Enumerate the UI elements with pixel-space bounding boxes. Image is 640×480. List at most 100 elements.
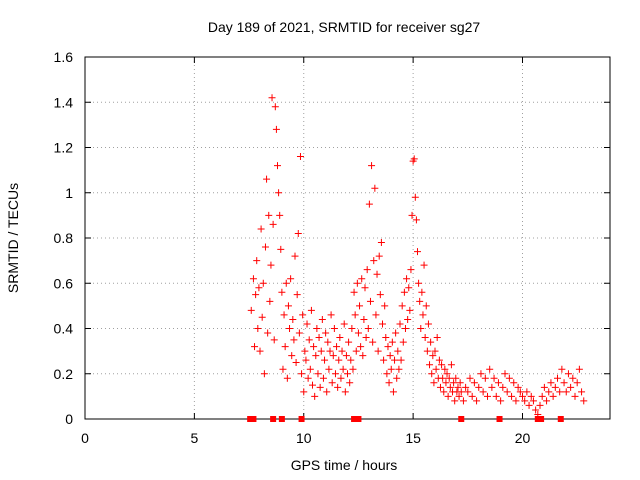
gap-markers (247, 416, 564, 422)
data-point (290, 336, 298, 344)
data-point (253, 257, 261, 265)
data-point (251, 343, 259, 351)
data-point (545, 388, 553, 396)
axis-ticks (84, 56, 610, 420)
data-point (445, 374, 453, 382)
data-point (247, 306, 255, 314)
data-point (302, 356, 310, 364)
data-point (510, 379, 518, 387)
x-tick-label: 20 (515, 430, 531, 446)
data-point (450, 379, 458, 387)
y-tick-label: 0 (65, 411, 73, 427)
data-point (366, 297, 374, 305)
data-point (311, 392, 319, 400)
gap-marker (250, 416, 257, 422)
data-point (280, 311, 288, 319)
data-point (289, 315, 297, 323)
data-point (331, 370, 339, 378)
data-point (357, 343, 365, 351)
data-point (356, 302, 364, 310)
data-point (497, 397, 505, 405)
data-point (392, 329, 400, 337)
data-point (326, 347, 334, 355)
data-point (360, 315, 368, 323)
data-point (301, 347, 309, 355)
data-point (270, 336, 278, 344)
x-axis-label: GPS time / hours (291, 457, 398, 473)
y-axis-label: SRMTID / TECUs (5, 183, 21, 293)
data-point (466, 374, 474, 382)
data-point (312, 352, 320, 360)
data-point (454, 383, 462, 391)
data-point (264, 329, 272, 337)
data-point (369, 338, 377, 346)
data-point (342, 352, 350, 360)
data-point (394, 347, 402, 355)
y-tick-label: 1.6 (54, 49, 74, 65)
data-point (424, 320, 432, 328)
data-point (295, 329, 303, 337)
data-point (284, 302, 292, 310)
data-point (578, 388, 586, 396)
y-tick-label: 1.4 (54, 94, 74, 110)
data-point (401, 325, 409, 332)
data-point (538, 392, 546, 400)
data-point (432, 365, 440, 373)
data-point (255, 284, 263, 292)
data-point (442, 379, 450, 387)
data-point (519, 392, 526, 400)
data-point (325, 365, 333, 373)
data-point (268, 94, 276, 102)
data-point (303, 320, 311, 328)
data-point (428, 370, 436, 378)
data-point (508, 392, 516, 400)
data-point (259, 279, 267, 287)
data-point (272, 125, 280, 133)
data-point (310, 343, 318, 351)
data-point (395, 365, 403, 373)
data-point (571, 392, 579, 400)
data-point (567, 383, 575, 391)
data-point (265, 211, 273, 219)
y-tick-label: 0.8 (54, 230, 74, 246)
data-point (304, 374, 312, 382)
data-point (330, 325, 338, 332)
data-point (318, 315, 326, 323)
y-tick-label: 0.4 (54, 321, 74, 337)
data-point (540, 383, 548, 391)
data-point (547, 379, 555, 387)
data-point (351, 311, 359, 319)
data-point (348, 325, 356, 332)
data-point (336, 334, 344, 342)
data-point (349, 365, 357, 373)
data-point (324, 338, 332, 346)
data-point (252, 291, 260, 299)
data-point (266, 297, 274, 305)
data-point (258, 313, 266, 321)
data-point (254, 325, 262, 332)
data-point (314, 370, 322, 378)
data-point (277, 245, 285, 253)
data-point (298, 370, 306, 378)
data-point (421, 334, 429, 342)
data-point (494, 379, 502, 387)
data-point (556, 388, 564, 396)
data-point (549, 392, 557, 400)
x-tick-label: 10 (296, 430, 312, 446)
y-tick-label: 1 (65, 185, 73, 201)
data-point (353, 279, 361, 287)
data-point (276, 211, 284, 219)
data-point (316, 383, 324, 391)
data-point (543, 397, 551, 405)
data-point (516, 388, 524, 396)
data-point (523, 388, 531, 396)
data-point (269, 220, 277, 228)
data-point (455, 392, 463, 400)
data-point (380, 356, 388, 364)
data-point (452, 374, 460, 382)
gap-marker (458, 416, 465, 422)
data-point (499, 383, 507, 391)
data-point (501, 370, 509, 378)
data-point (422, 302, 430, 310)
data-point (423, 347, 431, 355)
